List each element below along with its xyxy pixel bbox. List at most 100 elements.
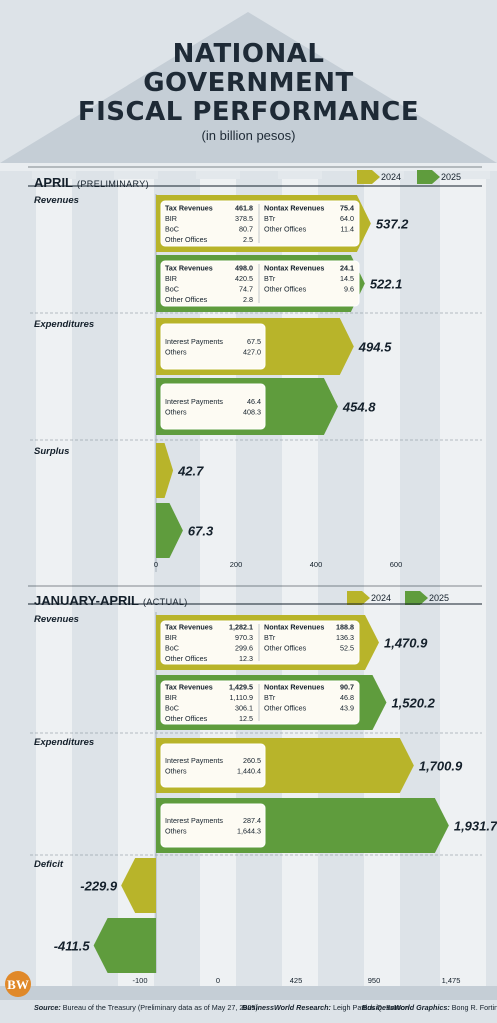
businessworld-logo: BW (5, 971, 31, 997)
breakdown-item-label: Tax Revenues (165, 264, 213, 273)
breakdown-item-value: 46.4 (247, 397, 261, 406)
breakdown-item-label: BTr (264, 274, 276, 283)
footer-graphics: BusinessWorld Graphics: Bong R. Fortin (362, 1003, 497, 1023)
legend-swatch-2024 (347, 591, 370, 605)
breakdown-item-label: Tax Revenues (165, 204, 213, 213)
legend-label-2025: 2025 (429, 593, 450, 603)
breakdown-item-label: BIR (165, 693, 177, 702)
breakdown-item-label: Tax Revenues (165, 683, 213, 692)
breakdown-item-value: 136.3 (336, 633, 354, 642)
breakdown-box (160, 260, 360, 307)
group-label-april-expenditures: Expenditures (34, 319, 95, 330)
breakdown-item-label: BIR (165, 633, 177, 642)
breakdown-item-value: 11.4 (341, 225, 354, 234)
breakdown-item-value: 14.5 (340, 274, 354, 283)
column-shaft (118, 171, 154, 986)
breakdown-item-label: Others (165, 827, 187, 836)
breakdown-item-value: 74.7 (239, 285, 253, 294)
breakdown-item-label: Nontax Revenues (264, 683, 324, 692)
base-step (0, 986, 497, 1000)
breakdown-item-label: Nontax Revenues (264, 264, 324, 273)
breakdown-item-label: BoC (165, 704, 179, 713)
breakdown-item-value: 1,110.9 (230, 693, 253, 702)
x-tick-label: 950 (368, 976, 381, 985)
section-janapr-note: (ACTUAL) (142, 597, 188, 607)
breakdown-item-value: 52.5 (340, 644, 354, 653)
bar-value-label: 1,700.9 (419, 759, 463, 774)
column-capital (436, 171, 490, 179)
breakdown-item-value: 408.3 (243, 408, 261, 417)
breakdown-item-label: Interest Payments (165, 816, 223, 825)
column-capital (196, 171, 240, 179)
group-label-janapr-revenues: Revenues (34, 614, 79, 625)
breakdown-item-label: Interest Payments (165, 397, 223, 406)
bar-value-label: 42.7 (177, 464, 204, 479)
breakdown-item-label: Others (165, 348, 187, 357)
breakdown-item-label: Interest Payments (165, 337, 223, 346)
breakdown-item-label: Tax Revenues (165, 623, 213, 632)
subtitle: (in billion pesos) (201, 128, 296, 143)
breakdown-item-label: BTr (264, 633, 276, 642)
legend-label-2024: 2024 (381, 172, 402, 182)
bar-value-label: 494.5 (358, 340, 392, 355)
group-label-janapr-deficit: Deficit (34, 859, 64, 870)
roof (0, 12, 497, 163)
group-label-janapr-expenditures: Expenditures (34, 737, 95, 748)
footer-source-label: Source: (34, 1003, 61, 1012)
footer-graphics-text: Bong R. Fortin (451, 1003, 497, 1012)
breakdown-item-value: 1,282.1 (229, 623, 253, 632)
bar-value-label: 1,470.9 (384, 636, 428, 651)
breakdown-item-label: Other Offices (165, 714, 208, 723)
breakdown-item-label: BTr (264, 693, 276, 702)
x-tick-label: -100 (132, 976, 147, 985)
footer-source: Source: Bureau of the Treasury (Prelimin… (34, 1003, 258, 1023)
breakdown-item-value: 188.8 (336, 623, 354, 632)
breakdown-item-label: BoC (165, 644, 179, 653)
footer-graphics-label: BusinessWorld Graphics: (362, 1003, 450, 1012)
bar-surplus-2025 (156, 503, 183, 558)
column-capital (32, 171, 76, 179)
breakdown-item-value: 64.0 (340, 214, 354, 223)
column-shaft (36, 171, 72, 986)
breakdown-box (160, 323, 266, 370)
breakdown-item-value: 80.7 (239, 225, 253, 234)
breakdown-item-value: 306.1 (235, 704, 253, 713)
breakdown-item-label: Other Offices (165, 654, 208, 663)
bar-value-label: 1,520.2 (391, 696, 435, 711)
logo-circle (5, 971, 31, 997)
x-tick-label: 400 (310, 560, 323, 569)
legend-label-2025: 2025 (441, 172, 462, 182)
breakdown-item-value: 299.6 (235, 644, 253, 653)
title-line-2: GOVERNMENT (143, 68, 354, 98)
breakdown-item-label: Others (165, 408, 187, 417)
group-label-april-revenues: Revenues (34, 195, 79, 206)
bar-value-label: -229.9 (80, 879, 118, 894)
title-line-3: FISCAL PERFORMANCE (77, 97, 420, 127)
bar-value-label: 454.8 (342, 400, 376, 415)
breakdown-item-value: 260.5 (243, 756, 261, 765)
legend-swatch-2024 (357, 170, 380, 184)
breakdown-item-value: 12.3 (239, 654, 253, 663)
breakdown-item-value: 378.5 (235, 214, 253, 223)
bar-value-label: 1,931.7 (454, 819, 497, 834)
breakdown-item-label: Other Offices (264, 285, 307, 294)
breakdown-box (160, 620, 360, 665)
breakdown-item-value: 2.8 (243, 295, 253, 304)
column-capital (278, 171, 322, 179)
breakdown-item-value: 46.8 (340, 693, 354, 702)
x-tick-label: 600 (390, 560, 403, 569)
breakdown-item-value: 1,644.3 (237, 827, 261, 836)
breakdown-item-value: 1,440.4 (237, 767, 261, 776)
x-tick-label: 1,475 (442, 976, 461, 985)
x-tick-label: 425 (290, 976, 303, 985)
logo-text: BW (7, 977, 29, 992)
group-label-april-surplus: Surplus (34, 446, 70, 457)
legend-label-2024: 2024 (371, 593, 392, 603)
title-line-1: NATIONAL (172, 39, 325, 69)
breakdown-box (160, 803, 266, 848)
breakdown-item-label: Nontax Revenues (264, 623, 324, 632)
